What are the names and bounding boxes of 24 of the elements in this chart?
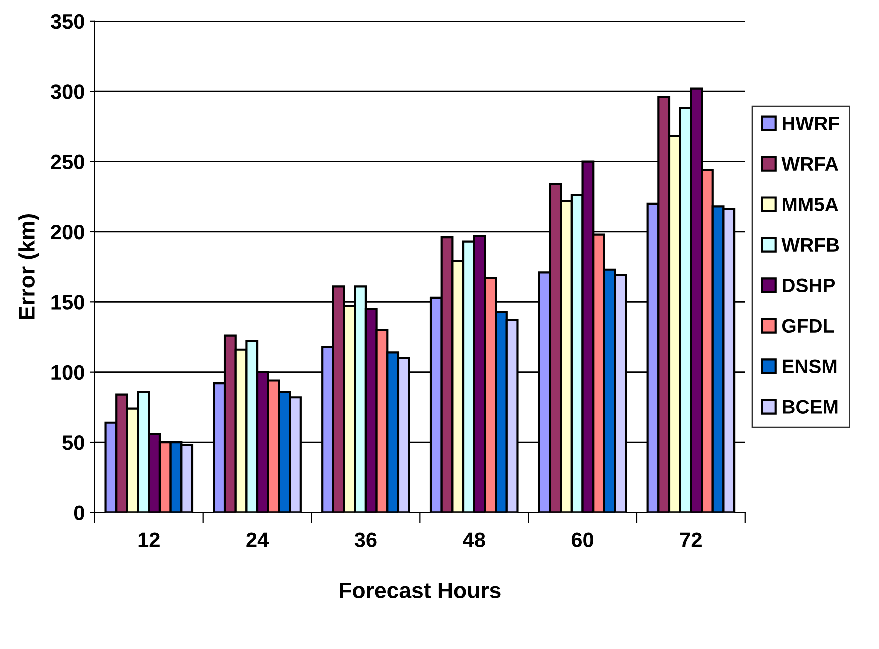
x-tick-label: 72 <box>680 532 702 548</box>
x-tick-label: 12 <box>138 532 160 548</box>
x-tick-label: 60 <box>572 532 594 548</box>
y-tick-label: 350 <box>50 14 84 30</box>
legend-label: GFDL <box>782 319 834 334</box>
y-tick-label: 200 <box>51 224 84 240</box>
y-tick-label: 300 <box>50 84 84 100</box>
y-tick-label: 100 <box>52 365 84 380</box>
y-tick-label: 0 <box>74 506 84 520</box>
x-tick-label: 48 <box>463 532 486 548</box>
x-axis-title: Forecast Hours <box>340 582 501 598</box>
legend-label: WRFB <box>782 238 840 252</box>
x-tick-label: 36 <box>354 532 377 548</box>
legend-label: ENSM <box>783 360 837 374</box>
y-axis-title: Error (km) <box>18 214 40 320</box>
x-tick-label: 24 <box>246 532 270 548</box>
legend-label: HWRF <box>783 117 840 130</box>
legend-label: MM5A <box>783 198 838 212</box>
legend-label: WRFA <box>782 157 838 171</box>
y-tick-label: 250 <box>51 154 84 170</box>
legend-label: DSHP <box>783 278 836 293</box>
y-tick-label: 50 <box>62 436 84 450</box>
y-tick-label: 150 <box>52 295 84 310</box>
legend-label: BCEM <box>783 400 838 414</box>
